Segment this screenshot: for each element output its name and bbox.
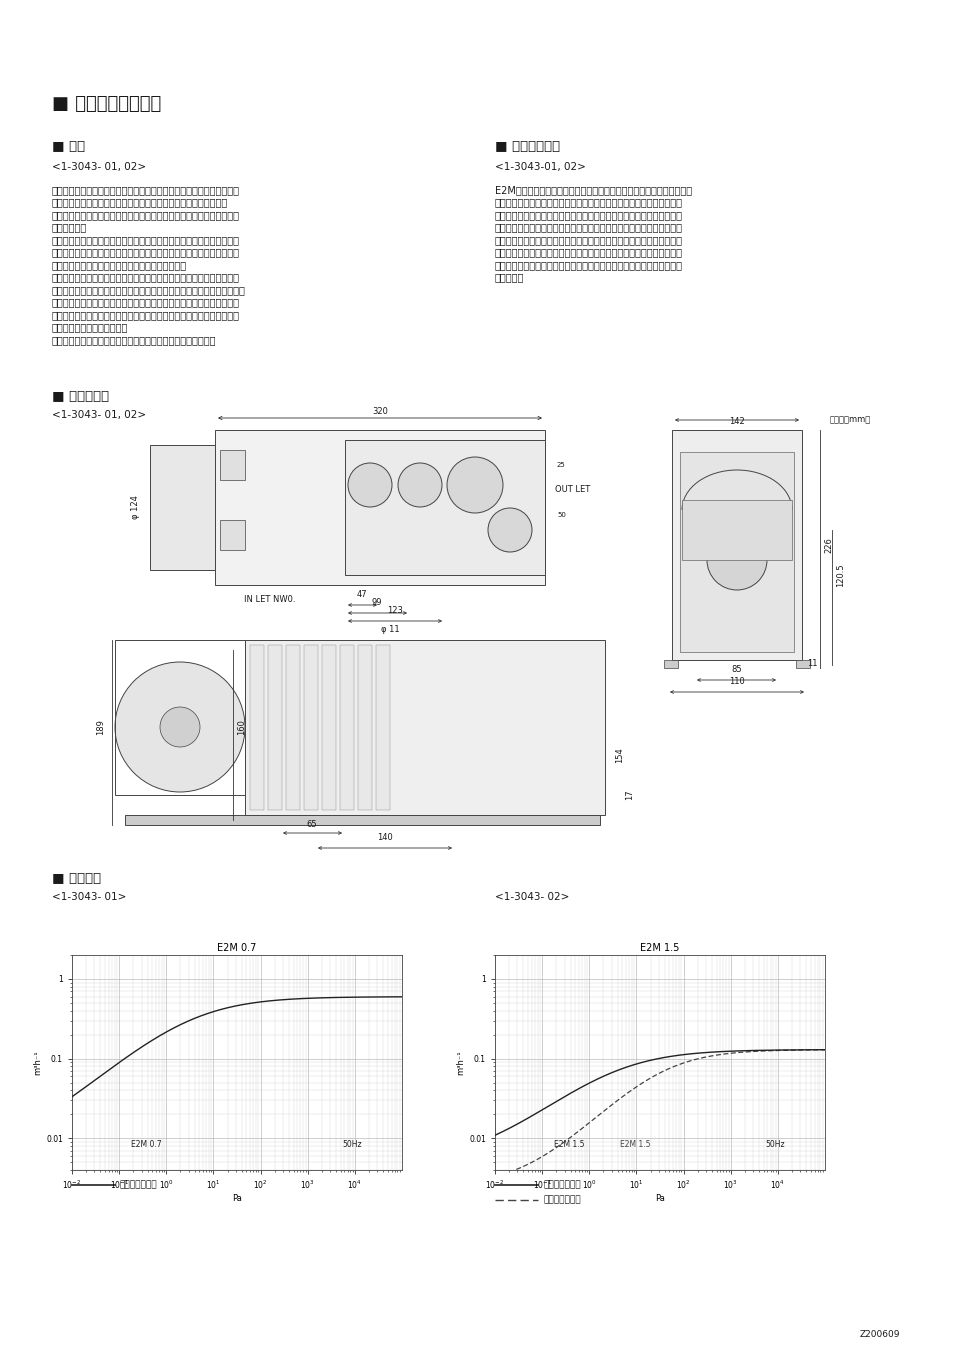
Text: ■ 構成: ■ 構成 <box>52 140 85 153</box>
Bar <box>250 645 264 809</box>
Bar <box>150 445 215 570</box>
Circle shape <box>488 508 532 551</box>
Text: 11: 11 <box>807 660 818 668</box>
Text: ■ ガスバラスト: ■ ガスバラスト <box>495 140 560 153</box>
Bar <box>345 440 545 574</box>
Bar <box>220 520 245 550</box>
Bar <box>215 430 545 585</box>
Text: 50: 50 <box>557 512 565 517</box>
Text: むことで，吸入ガス／凝縮性ガスの混合気が圧縮され蒸気分子の分圧が: むことで，吸入ガス／凝縮性ガスの混合気が圧縮され蒸気分子の分圧が <box>495 235 683 244</box>
Text: し，オイルの逆流から真空システムを保護します。: し，オイルの逆流から真空システムを保護します。 <box>52 259 187 270</box>
Text: この機構はチャンバーが負圧状態であれば，ガスバラスト弁が開けられ: この機構はチャンバーが負圧状態であれば，ガスバラスト弁が開けられ <box>52 273 240 282</box>
X-axis label: Pa: Pa <box>655 1194 665 1203</box>
Text: 性ガスを排気できるガスバラスト機構を備えています。ガスバラストは: 性ガスを排気できるガスバラスト機構を備えています。ガスバラストは <box>495 197 683 208</box>
Text: 65: 65 <box>306 820 318 828</box>
Text: 160: 160 <box>237 720 246 735</box>
Bar <box>796 660 810 668</box>
Text: 320: 320 <box>372 407 388 416</box>
X-axis label: Pa: Pa <box>232 1194 242 1203</box>
Text: 大気圧空気又はドライガスを低真空側ステージと排気バルブ間に送り込: 大気圧空気又はドライガスを低真空側ステージと排気バルブ間に送り込 <box>495 223 683 232</box>
Text: ポンプのベースプレートは，ゴムパット付アルミ合金製です。: ポンプのベースプレートは，ゴムパット付アルミ合金製です。 <box>52 335 217 345</box>
Text: 123: 123 <box>387 606 403 615</box>
Text: <1-3043- 01, 02>: <1-3043- 01, 02> <box>52 162 146 172</box>
Text: 高圧側・低圧側のシャフト部は，高品質ジャーナルベアリングで保持さ: 高圧側・低圧側のシャフト部は，高品質ジャーナルベアリングで保持さ <box>52 210 240 220</box>
Circle shape <box>398 463 442 507</box>
Text: れています。: れています。 <box>52 223 87 232</box>
Text: ガスバラスト閉: ガスバラスト閉 <box>120 1180 157 1190</box>
Text: ない限り空気とオイルの逆流を防止続けます（ガスバラストの項参照）。: ない限り空気とオイルの逆流を防止続けます（ガスバラストの項参照）。 <box>52 285 246 295</box>
Text: 手動バルブ（アダプター上に組込まれている）を開くことにより多量の: 手動バルブ（アダプター上に組込まれている）を開くことにより多量の <box>495 210 683 220</box>
Text: <1-3043-01, 02>: <1-3043-01, 02> <box>495 162 586 172</box>
Text: オイルレベルはオイルボックスリザーバーのサイトグラスで確認できま: オイルレベルはオイルボックスリザーバーのサイトグラスで確認できま <box>52 297 240 307</box>
Y-axis label: m³h⁻¹: m³h⁻¹ <box>456 1050 465 1074</box>
Text: ■ 外形寸法図: ■ 外形寸法図 <box>52 390 109 403</box>
Text: 高めるためのポリエステル成形ファイルターとサイレンサーが組込まれ: 高めるためのポリエステル成形ファイルターとサイレンサーが組込まれ <box>495 259 683 270</box>
Text: 50Hz: 50Hz <box>343 1139 362 1149</box>
Text: ■ 油回転真空ポンプ: ■ 油回転真空ポンプ <box>52 95 161 113</box>
Bar <box>680 452 794 652</box>
Text: 142: 142 <box>730 417 745 426</box>
Text: 最下部に設けられています。: 最下部に設けられています。 <box>52 322 129 333</box>
Text: 凝縮する圧力になる前に排気バルブを開きます。塵の進入及び静粛性を: 凝縮する圧力になる前に排気バルブを開きます。塵の進入及び静粛性を <box>495 247 683 258</box>
Text: φ 11: φ 11 <box>381 625 399 634</box>
Text: ポンプは溝の切られたローター／スライドベーン式となっており，高圧: ポンプは溝の切られたローター／スライドベーン式となっており，高圧 <box>52 185 240 196</box>
Text: 50Hz: 50Hz <box>765 1139 785 1149</box>
Text: ステージ・低圧ステージが直列に連結した２段式になっています。: ステージ・低圧ステージが直列に連結した２段式になっています。 <box>52 197 228 208</box>
Bar <box>340 645 354 809</box>
Text: （単位：mm）: （単位：mm） <box>830 416 872 424</box>
Circle shape <box>348 463 392 507</box>
Text: 110: 110 <box>730 678 745 686</box>
Text: ガスバラスト開: ガスバラスト開 <box>543 1195 581 1205</box>
Text: E2Mシリーズロータリーポンプは，極力，ポンプオイルを汚染せず凝縮: E2Mシリーズロータリーポンプは，極力，ポンプオイルを汚染せず凝縮 <box>495 185 692 196</box>
Bar <box>682 500 792 559</box>
Bar <box>322 645 336 809</box>
Circle shape <box>447 458 503 513</box>
Circle shape <box>160 708 200 747</box>
Y-axis label: m³h⁻¹: m³h⁻¹ <box>33 1050 42 1074</box>
Text: 99: 99 <box>372 598 382 607</box>
Text: OUT LET: OUT LET <box>555 486 590 494</box>
Circle shape <box>707 530 767 589</box>
Text: ディストリビュータバルブが閉じ，ポンプ内部へのオイルの供給が停止: ディストリビュータバルブが閉じ，ポンプ内部へのオイルの供給が停止 <box>52 247 240 258</box>
Text: IN LET NW0.: IN LET NW0. <box>244 595 296 604</box>
Text: 120.5: 120.5 <box>836 564 845 587</box>
Text: 189: 189 <box>96 720 105 735</box>
Text: Z200609: Z200609 <box>859 1329 900 1339</box>
Bar <box>304 645 318 809</box>
Text: 17: 17 <box>625 790 634 800</box>
Bar <box>664 660 678 668</box>
Text: す。オイル注入口はオイルボックスの上部，排出口はオイルボックスの: す。オイル注入口はオイルボックスの上部，排出口はオイルボックスの <box>52 310 240 320</box>
Bar <box>125 815 600 826</box>
Bar <box>358 645 372 809</box>
Text: <1-3043- 02>: <1-3043- 02> <box>495 892 569 902</box>
Text: 85: 85 <box>732 665 742 674</box>
Text: 25: 25 <box>557 462 565 469</box>
Text: <1-3043- 01, 02>: <1-3043- 01, 02> <box>52 410 146 420</box>
Bar <box>115 640 245 794</box>
Title: E2M 1.5: E2M 1.5 <box>640 942 680 953</box>
Text: ています。: ています。 <box>495 273 524 282</box>
Title: E2M 0.7: E2M 0.7 <box>217 942 256 953</box>
Text: φ 124: φ 124 <box>131 496 139 519</box>
Text: <1-3043- 01>: <1-3043- 01> <box>52 892 127 902</box>
Bar <box>376 645 390 809</box>
Text: E2M 1.5: E2M 1.5 <box>620 1139 651 1149</box>
Bar <box>672 430 802 660</box>
Text: 226: 226 <box>824 536 833 553</box>
Bar <box>286 645 300 809</box>
Text: ポンプが何らかの理由で停止した場合，同時にオイルポンプも停止し，: ポンプが何らかの理由で停止した場合，同時にオイルポンプも停止し， <box>52 235 240 244</box>
Text: E2M 1.5: E2M 1.5 <box>555 1139 585 1149</box>
Text: 140: 140 <box>377 832 393 842</box>
Text: 47: 47 <box>357 589 368 599</box>
Bar <box>245 640 605 815</box>
Text: E2M 0.7: E2M 0.7 <box>132 1139 162 1149</box>
Circle shape <box>115 661 245 792</box>
Bar <box>220 449 245 479</box>
Text: ■ 性能曲線: ■ 性能曲線 <box>52 872 101 885</box>
Bar <box>268 645 282 809</box>
Text: ガスバラスト閉: ガスバラスト閉 <box>543 1180 581 1190</box>
Text: 154: 154 <box>615 747 624 763</box>
